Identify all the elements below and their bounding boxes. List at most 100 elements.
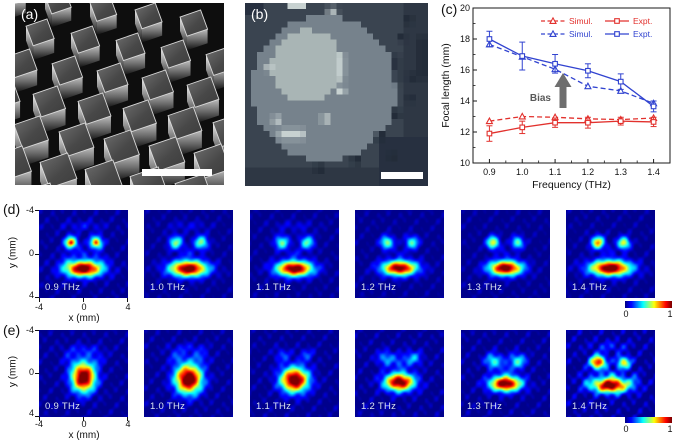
row-e-xtick-4: 4	[125, 419, 131, 429]
heatmap-panel-1-4-thz: 1.4 THz	[566, 210, 655, 298]
row-d-ytick-4: 4	[28, 290, 34, 300]
frequency-label: 1.0 THz	[150, 282, 186, 293]
row-d-y-axis-label: y (mm)	[7, 236, 19, 269]
row-d-xtick-4: 4	[125, 302, 131, 312]
heatmap-panel-0-9-thz: 0.9 THz	[39, 210, 128, 298]
heatmap-canvas	[144, 210, 233, 298]
panel-d-label: (d)	[3, 201, 21, 217]
row-d-colorbar	[625, 301, 672, 308]
heatmap-canvas	[250, 330, 339, 417]
chart-ytick-label: 20	[460, 3, 470, 13]
chart-xtick-label: 1.0	[516, 167, 529, 177]
heatmap-canvas	[355, 210, 444, 298]
heatmap-panel-0-9-thz: 0.9 THz	[39, 330, 128, 417]
heatmap-canvas	[39, 330, 128, 417]
axis-tick-mark	[35, 330, 39, 331]
row-d-xtick-0: 0	[81, 302, 87, 312]
row-e-colorbar	[625, 417, 672, 423]
chart-ytick-label: 16	[460, 65, 470, 75]
heatmap-panel-1-2-thz: 1.2 THz	[355, 210, 444, 298]
heatmap-canvas	[566, 210, 655, 298]
bias-arrow-up-icon	[554, 73, 572, 108]
axis-tick-mark	[35, 210, 39, 211]
heatmap-panel-1-4-thz: 1.4 THz	[566, 330, 655, 417]
axis-tick-mark	[35, 373, 39, 374]
frequency-label: 1.1 THz	[256, 282, 292, 293]
chart-series-1	[486, 116, 657, 142]
panel-b-scale-bar	[381, 172, 423, 179]
panel-b-lens-micrograph: (b)	[245, 3, 428, 186]
chart-xtick-label: 1.4	[647, 167, 660, 177]
frequency-label: 1.4 THz	[572, 401, 608, 412]
axis-tick-mark	[39, 417, 40, 421]
chart-ytick-label: 14	[460, 96, 470, 106]
axis-tick-mark	[39, 298, 40, 302]
frequency-label: 1.2 THz	[361, 401, 397, 412]
axis-tick-mark	[127, 298, 128, 302]
row-e-xtick--4: -4	[34, 419, 43, 429]
frequency-label: 1.3 THz	[467, 282, 503, 293]
axis-tick-mark	[83, 298, 84, 302]
heatmap-panel-1-2-thz: 1.2 THz	[355, 330, 444, 417]
row-d-x-axis-label: x (mm)	[68, 313, 100, 324]
axis-tick-mark	[35, 254, 39, 255]
row-d-ytick-0: 0	[28, 248, 34, 258]
focal-length-chart: 10 12 14 16 18 20 0.9 1.0 1.1 1.2 1.3 1.4 Frequency …	[440, 3, 671, 191]
heatmap-panel-1-0-thz: 1.0 THz	[144, 330, 233, 417]
legend-label: Expt.	[633, 29, 652, 39]
heatmap-canvas	[461, 330, 550, 417]
frequency-label: 0.9 THz	[45, 282, 81, 293]
row-e-xtick-0: 0	[81, 419, 87, 429]
frequency-label: 1.1 THz	[256, 401, 292, 412]
panel-b-label: (b)	[251, 6, 269, 22]
heatmap-canvas	[461, 210, 550, 298]
row-e-colorbar-min: 0	[623, 424, 629, 434]
heatmap-canvas	[355, 330, 444, 417]
heatmap-canvas	[144, 330, 233, 417]
legend-label: Simul.	[569, 29, 593, 39]
row-e-ytick-0: 0	[28, 367, 34, 377]
chart-x-axis-label: Frequency (THz)	[532, 179, 611, 191]
heatmap-panel-1-0-thz: 1.0 THz	[144, 210, 233, 298]
lens-micrograph-graphic	[245, 3, 428, 186]
chart-ytick-label: 12	[460, 127, 470, 137]
panel-e-label: (e)	[3, 322, 21, 338]
frequency-label: 1.3 THz	[467, 401, 503, 412]
row-d-colorbar-min: 0	[623, 309, 629, 319]
heatmap-panel-1-3-thz: 1.3 THz	[461, 330, 550, 417]
chart-xtick-label: 1.3	[614, 167, 627, 177]
heatmap-panel-1-1-thz: 1.1 THz	[250, 210, 339, 298]
chart-ytick-label: 18	[460, 34, 470, 44]
heatmap-panel-1-1-thz: 1.1 THz	[250, 330, 339, 417]
row-d-ytick--4: -4	[25, 205, 34, 215]
legend-label: Expt.	[633, 16, 652, 26]
chart-series-3	[486, 30, 657, 113]
chart-xtick-label: 0.9	[483, 167, 496, 177]
panel-c-label: (c)	[441, 1, 458, 17]
chart-ytick-label: 10	[460, 158, 470, 168]
heatmap-canvas	[39, 210, 128, 298]
row-e-colorbar-max: 1	[667, 424, 673, 434]
bias-annotation: Bias	[530, 93, 552, 104]
panel-a-sem-image: (a)	[15, 3, 224, 185]
axis-tick-mark	[127, 417, 128, 421]
panel-a-label: (a)	[21, 6, 39, 22]
frequency-label: 1.4 THz	[572, 282, 608, 293]
frequency-label: 1.0 THz	[150, 401, 186, 412]
axis-tick-mark	[83, 417, 84, 421]
chart-xtick-label: 1.2	[582, 167, 595, 177]
heatmap-canvas	[566, 330, 655, 417]
row-d-xtick--4: -4	[34, 302, 43, 312]
heatmap-panel-1-3-thz: 1.3 THz	[461, 210, 550, 298]
panel-a-scale-bar	[142, 169, 212, 176]
row-e-x-axis-label: x (mm)	[68, 430, 100, 441]
row-d-colorbar-max: 1	[667, 309, 673, 319]
legend-label: Simul.	[569, 16, 593, 26]
axis-tick-mark	[35, 416, 39, 417]
row-e-ytick-4: 4	[28, 408, 34, 418]
row-e-y-axis-label: y (mm)	[7, 355, 19, 388]
row-e-ytick--4: -4	[25, 325, 34, 335]
sem-pillar-array-graphic	[15, 3, 224, 185]
chart-xtick-label: 1.1	[549, 167, 562, 177]
